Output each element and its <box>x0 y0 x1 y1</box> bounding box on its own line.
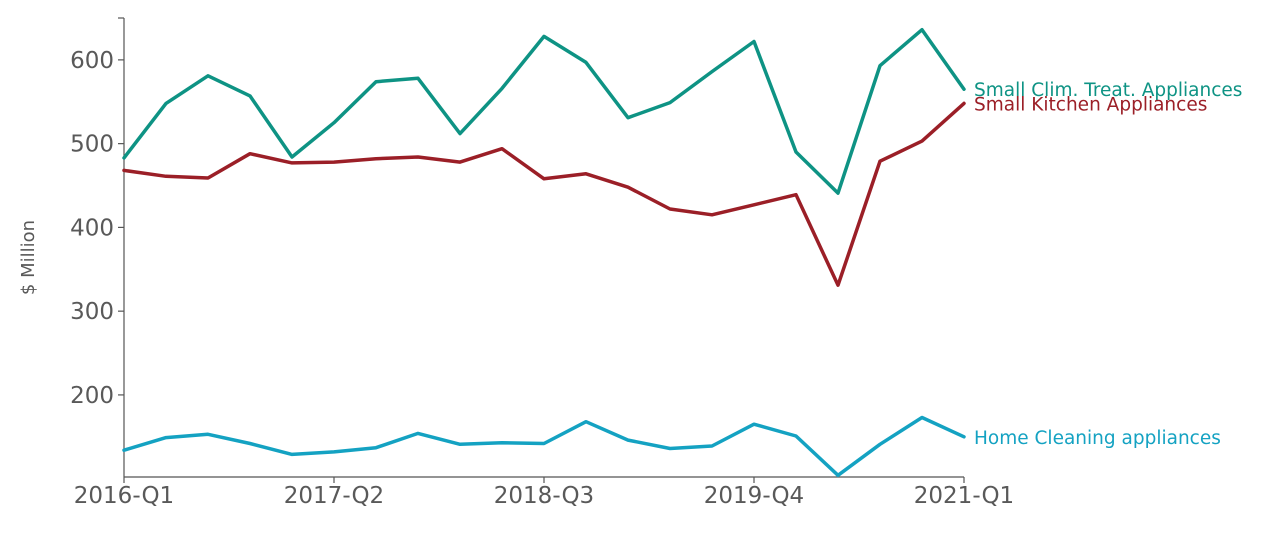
y-tick-label: 300 <box>70 299 114 325</box>
series-line-0 <box>122 27 966 195</box>
series-label: Home Cleaning appliances <box>974 428 1221 449</box>
y-tick-label: 400 <box>70 215 114 241</box>
y-axis-label: $ Million <box>18 220 39 295</box>
x-tick-label: 2016-Q1 <box>74 483 174 509</box>
series-line-1 <box>122 101 966 287</box>
x-tick-label: 2019-Q4 <box>704 483 804 509</box>
y-tick-label: 600 <box>70 48 114 74</box>
y-tick-label: 200 <box>70 383 114 409</box>
series-group <box>122 27 966 478</box>
x-tick-label: 2021-Q1 <box>914 483 1014 509</box>
x-tick-label: 2018-Q3 <box>494 483 594 509</box>
y-tick-label: 500 <box>70 132 114 158</box>
x-tick-label: 2017-Q2 <box>284 483 384 509</box>
series-line-2 <box>122 415 966 478</box>
y-axis: 200 300 400 500 600 <box>70 17 125 477</box>
series-label: Small Kitchen Appliances <box>974 94 1207 115</box>
x-axis: 2016-Q1 2017-Q2 2018-Q3 2019-Q4 2021-Q1 <box>74 476 1014 509</box>
series-label: Small Clim. Treat. Appliances <box>974 80 1242 101</box>
